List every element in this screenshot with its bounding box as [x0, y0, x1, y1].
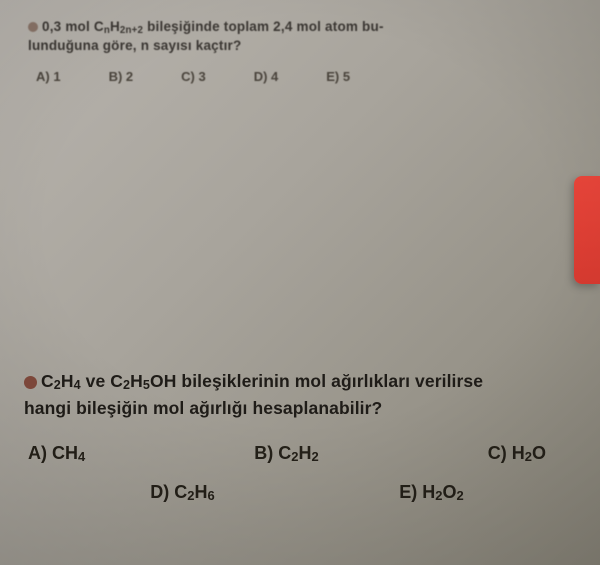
opt-text: H [298, 443, 311, 463]
opt-sub: 2 [456, 488, 463, 503]
q2-sub: 2 [54, 378, 61, 392]
option-b[interactable]: B) 2 [109, 69, 134, 84]
option-d[interactable]: D) C2H6 [150, 482, 214, 503]
q2-frag: H [130, 371, 143, 391]
opt-text: E) H [399, 482, 435, 502]
q2-frag: ve C [81, 371, 123, 391]
opt-text: B) C [254, 443, 291, 463]
q1-line2: lunduğuna göre, n sayısı kaçtır? [28, 38, 241, 53]
opt-sub: 4 [78, 449, 85, 464]
question-1-options: A) 1 B) 2 C) 3 D) 4 E) 5 [36, 69, 578, 84]
q1-frag: H [110, 19, 120, 34]
q2-sub: 4 [74, 378, 81, 392]
q2-line2: hangi bileşiğin mol ağırlığı hesaplanabi… [24, 398, 382, 418]
q2-frag: OH bileşiklerinin mol ağırlıkları verili… [150, 371, 483, 391]
q1-frag: bileşiğinde toplam 2,4 mol atom bu- [143, 19, 383, 34]
q2-frag: C [41, 371, 54, 391]
option-a[interactable]: A) 1 [36, 69, 61, 84]
exam-page: 0,3 mol CnH2n+2 bileşiğinde toplam 2,4 m… [0, 0, 600, 565]
opt-text: O [532, 443, 546, 463]
page-tab-marker [574, 176, 600, 284]
q2-sub: 5 [143, 378, 150, 392]
option-b[interactable]: B) C2H2 [254, 443, 318, 464]
bullet-icon [28, 22, 38, 32]
options-row: D) C2H6 E) H2O2 [28, 482, 586, 503]
opt-text: O [442, 482, 456, 502]
q2-frag: H [61, 371, 74, 391]
opt-sub: 2 [311, 449, 318, 464]
option-c[interactable]: C) 3 [181, 69, 206, 84]
opt-text: H [194, 482, 207, 502]
opt-text: C) H [488, 443, 525, 463]
question-2-options: A) CH4 B) C2H2 C) H2O D) C2H6 E) H2O2 [28, 443, 586, 503]
question-1-text: 0,3 mol CnH2n+2 bileşiğinde toplam 2,4 m… [28, 18, 578, 55]
opt-text: A) CH [28, 443, 78, 463]
question-2: C2H4 ve C2H5OH bileşiklerinin mol ağırlı… [24, 368, 586, 503]
option-e[interactable]: E) 5 [326, 69, 350, 84]
bullet-icon [24, 376, 37, 389]
question-1: 0,3 mol CnH2n+2 bileşiğinde toplam 2,4 m… [28, 18, 578, 84]
option-c[interactable]: C) H2O [488, 443, 546, 464]
opt-sub: 6 [207, 488, 214, 503]
q1-frag: 0,3 mol C [42, 19, 104, 34]
opt-sub: 2 [525, 449, 532, 464]
option-e[interactable]: E) H2O2 [399, 482, 463, 503]
option-a[interactable]: A) CH4 [28, 443, 85, 464]
option-d[interactable]: D) 4 [254, 69, 279, 84]
options-row: A) CH4 B) C2H2 C) H2O [28, 443, 586, 464]
q1-sub: 2n+2 [120, 25, 143, 36]
opt-text: D) C [150, 482, 187, 502]
question-2-text: C2H4 ve C2H5OH bileşiklerinin mol ağırlı… [24, 368, 586, 421]
